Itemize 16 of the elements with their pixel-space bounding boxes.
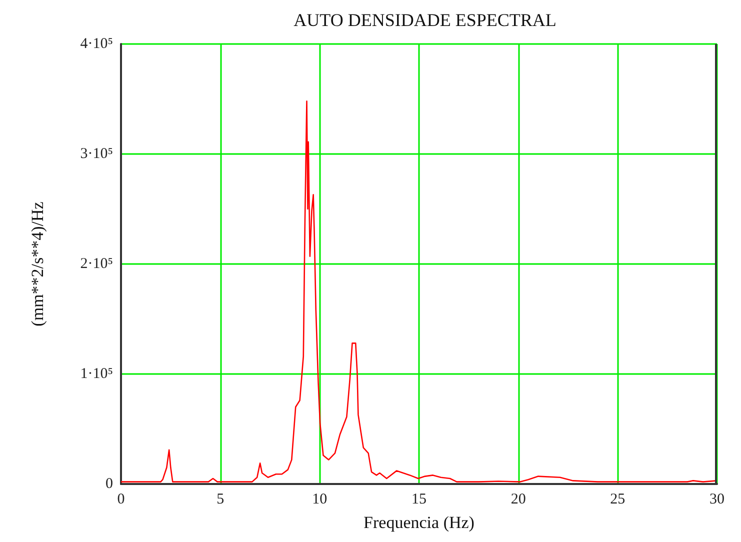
x-axis-title: Frequencia (Hz) <box>364 513 474 532</box>
y-tick-label: 2·10⁵ <box>80 256 113 272</box>
y-tick-label: 3·10⁵ <box>80 146 113 162</box>
x-tick-label: 5 <box>216 492 224 508</box>
chart-title: AUTO DENSIDADE ESPECTRAL <box>294 10 556 30</box>
x-tick-label: 30 <box>710 492 724 508</box>
x-tick-label: 20 <box>510 492 526 508</box>
y-tick-label: 0 <box>106 476 113 492</box>
x-tick-label: 10 <box>312 492 328 508</box>
x-tick-label: 15 <box>412 492 426 508</box>
x-tick-label: 0 <box>117 492 125 508</box>
y-tick-label: 4·10⁵ <box>80 36 113 52</box>
y-axis-title: (mm**2/s**4)/Hz <box>28 201 47 326</box>
line-series <box>120 100 718 482</box>
y-tick-label: 1·10⁵ <box>80 366 113 382</box>
x-tick-label: 25 <box>610 492 626 508</box>
